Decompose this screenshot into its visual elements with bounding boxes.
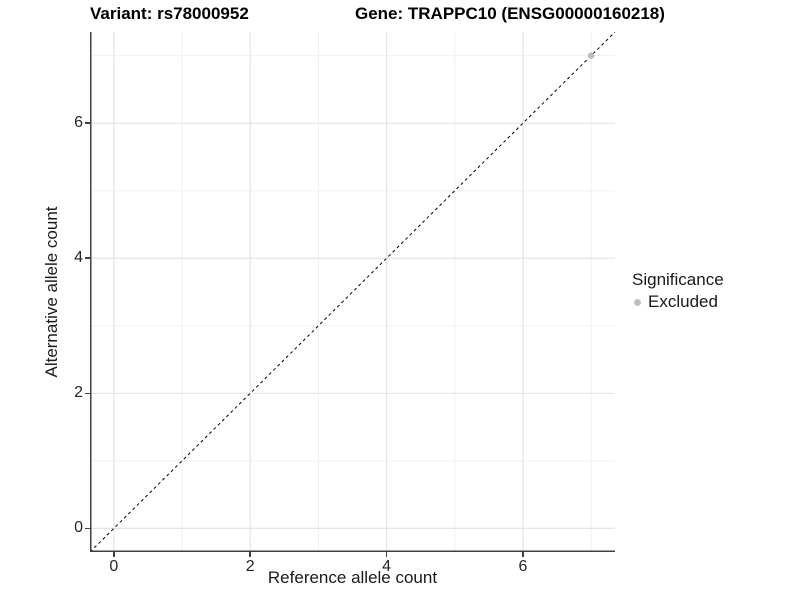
identity-dashed-line [90, 32, 615, 552]
plot-canvas [90, 32, 615, 552]
legend: Significance Excluded [632, 270, 724, 312]
gene-title: Gene: TRAPPC10 (ENSG00000160218) [355, 4, 665, 23]
x-tick-label: 0 [109, 558, 119, 575]
y-tick-label: 6 [74, 114, 83, 132]
y-tick-label: 2 [74, 384, 83, 402]
x-tick-mark [522, 552, 524, 557]
y-tick-label: 0 [74, 519, 83, 537]
y-axis-title: Alternative allele count [42, 206, 61, 378]
legend-title: Significance [632, 270, 724, 289]
x-tick-mark [249, 552, 251, 557]
legend-item-excluded: Excluded [632, 292, 724, 312]
variant-title: Variant: rs78000952 [90, 4, 249, 23]
x-axis-title: Reference allele count [267, 568, 438, 587]
y-tick-mark [85, 527, 90, 530]
plot-panel [90, 32, 615, 552]
legend-item-label: Excluded [648, 292, 718, 311]
x-tick-label: 2 [245, 558, 255, 575]
y-tick-label: 4 [74, 249, 83, 267]
data-point-excluded [587, 52, 595, 59]
y-tick-mark [85, 392, 90, 395]
x-tick-label: 6 [518, 558, 528, 575]
x-tick-mark [385, 552, 388, 557]
y-tick-mark [85, 122, 90, 124]
x-tick-mark [113, 552, 115, 557]
x-tick-label: 4 [382, 558, 392, 575]
excluded-point-icon [634, 298, 641, 306]
y-tick-mark [85, 257, 90, 259]
